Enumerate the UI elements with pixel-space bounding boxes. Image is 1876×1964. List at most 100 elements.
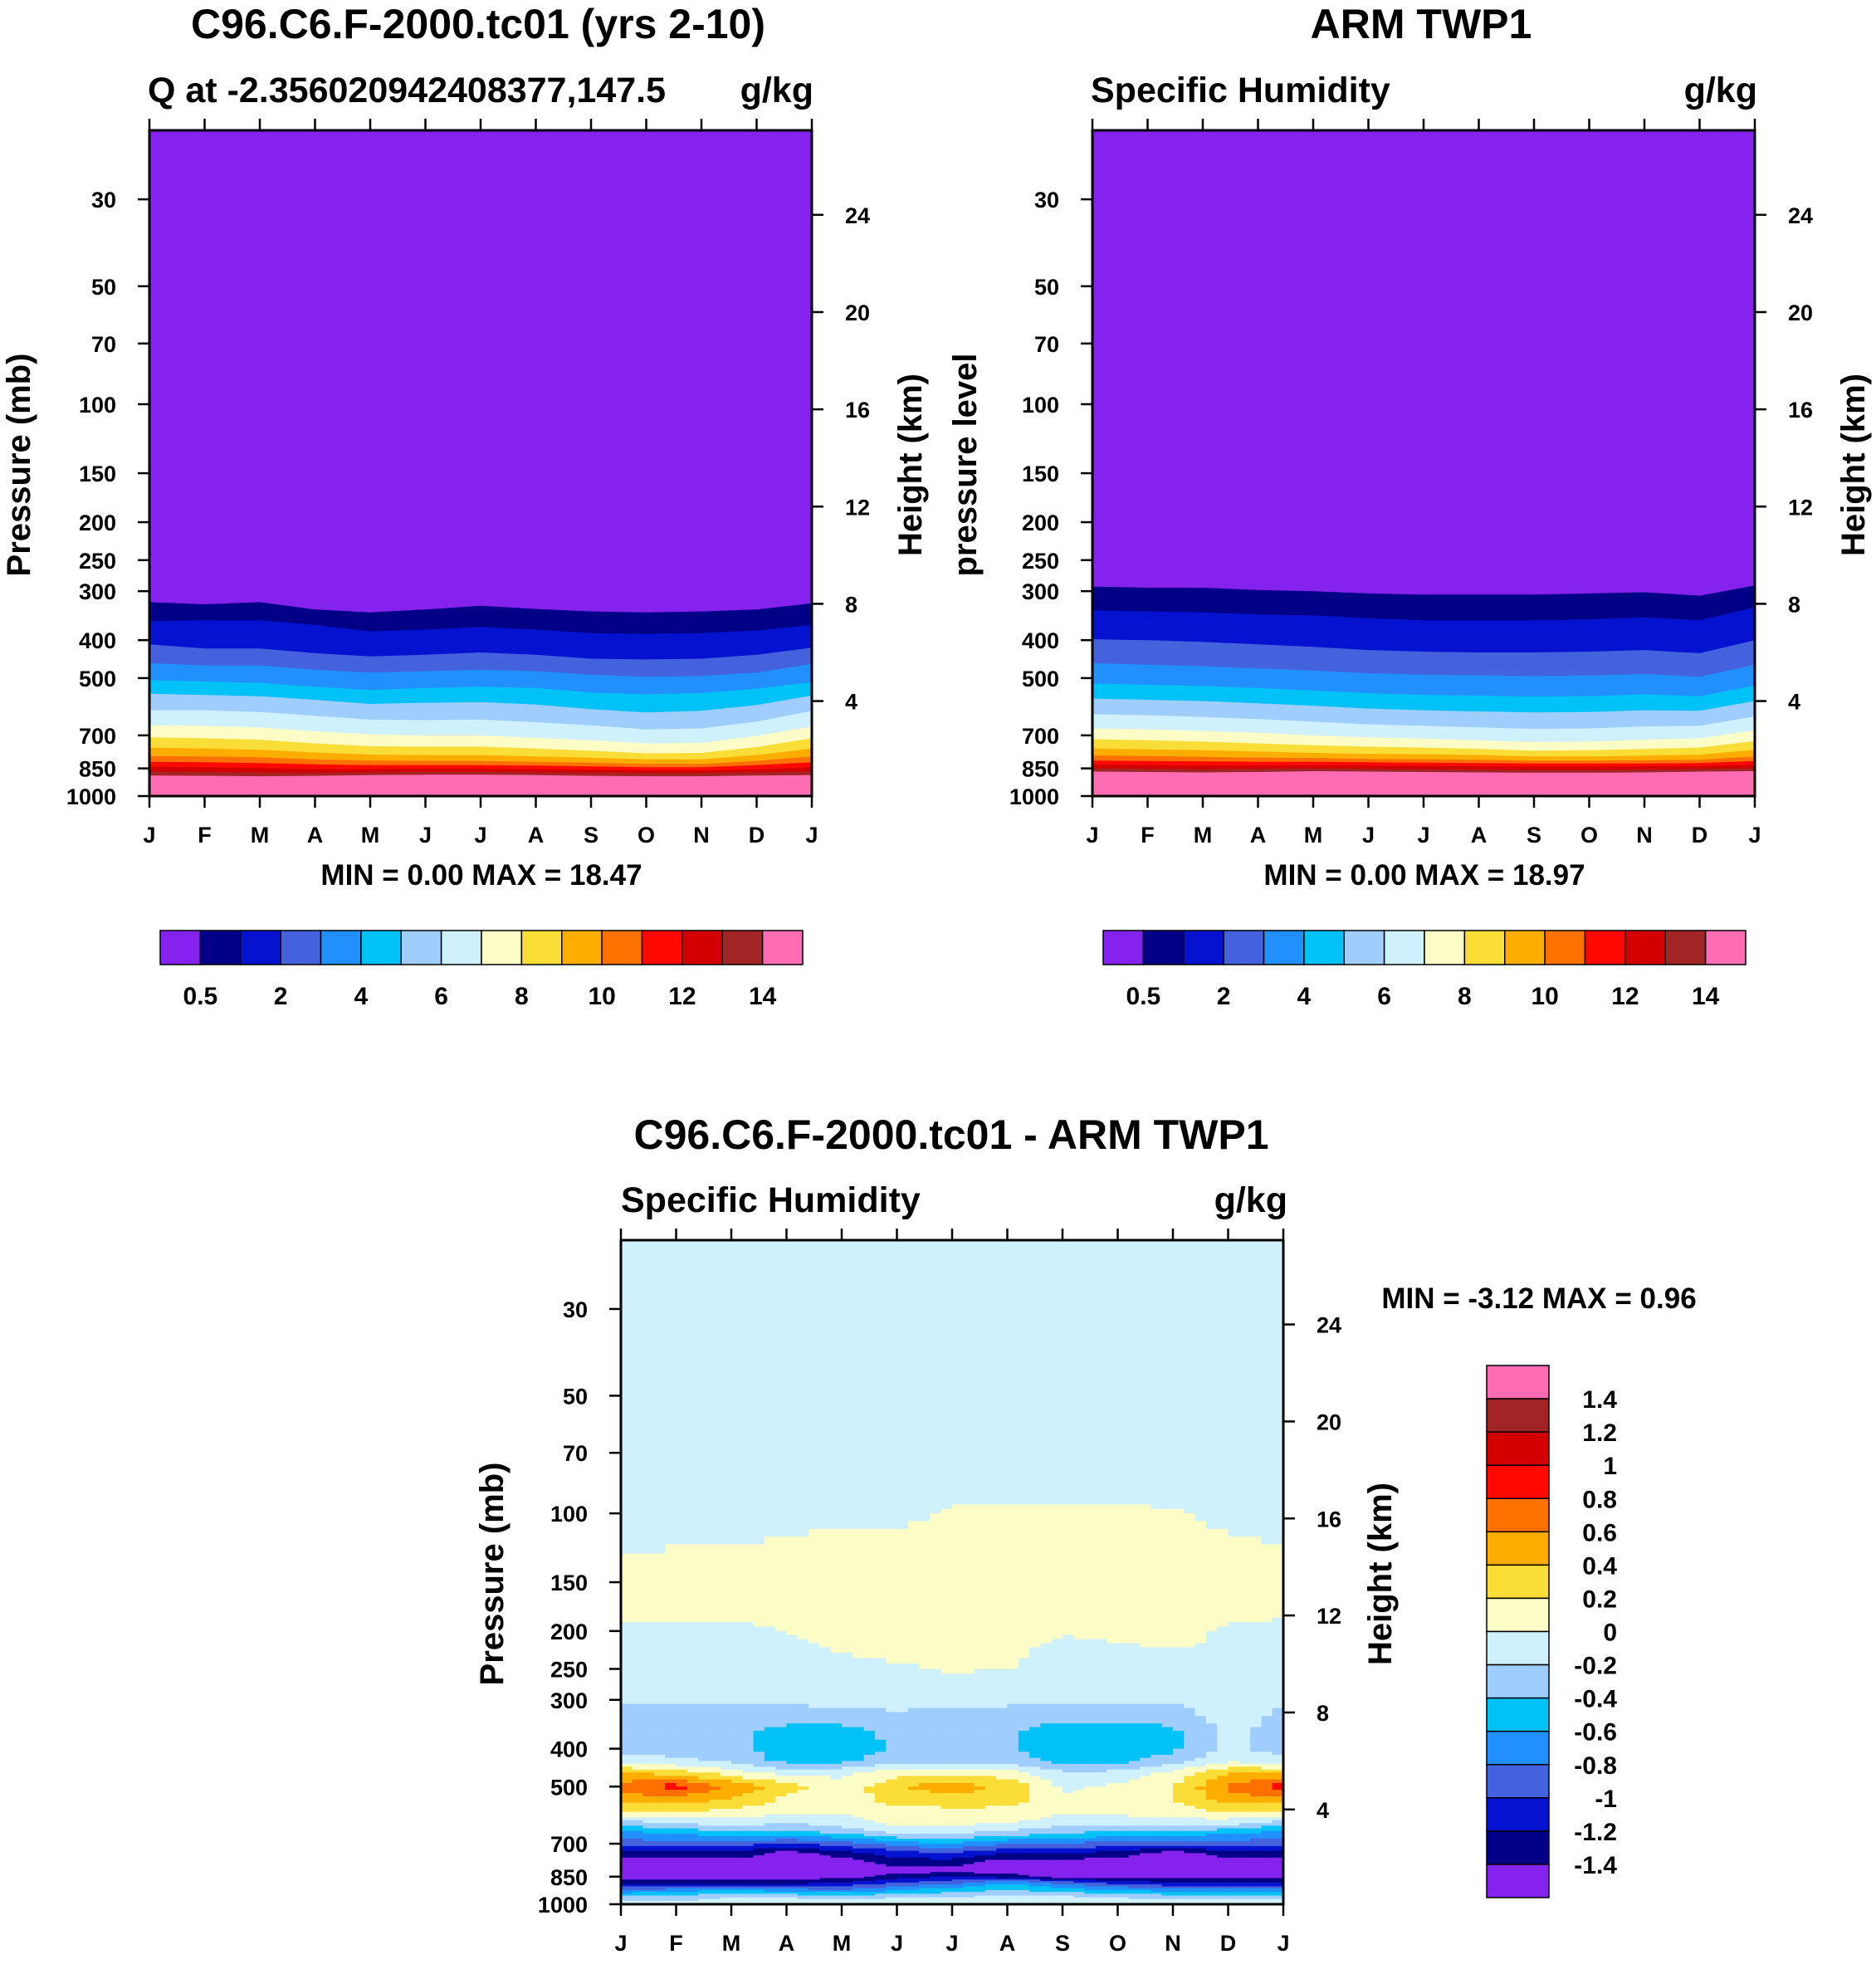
contour-cell: [940, 1776, 953, 1781]
contour-cell: [642, 1626, 655, 1632]
contour-cell: [786, 1697, 799, 1701]
contour-cell: [874, 1274, 887, 1292]
contour-cell: [786, 1590, 799, 1599]
contour-cell: [621, 1688, 633, 1692]
contour-cell: [797, 1776, 809, 1781]
contour-cell: [984, 1658, 997, 1664]
contour-cell: [632, 1528, 644, 1537]
contour-cell: [1018, 1688, 1030, 1692]
contour-cell: [842, 1652, 853, 1659]
contour-cell: [809, 1866, 820, 1869]
contour-cell: [642, 1790, 655, 1794]
contour-cell: [952, 1859, 964, 1863]
contour-cell: [786, 1240, 799, 1258]
contour-cell: [731, 1786, 743, 1791]
contour-cell: [996, 1868, 1009, 1872]
contour-cell: [874, 1855, 887, 1859]
contour-cell: [896, 1776, 909, 1781]
contour-cell: [764, 1473, 776, 1486]
contour-cell: [963, 1850, 975, 1854]
panel-units: g/kg: [1684, 71, 1757, 110]
contour-cell: [642, 1793, 655, 1797]
contour-cell: [742, 1630, 755, 1636]
contour-cell: [742, 1893, 755, 1897]
contour-cell: [996, 1453, 1009, 1464]
contour-cell: [753, 1537, 765, 1545]
contour-cell: [797, 1664, 809, 1670]
contour-cell: [753, 1744, 765, 1750]
contour-cell: [720, 1643, 732, 1648]
contour-cell: [930, 1590, 942, 1599]
contour-cell: [809, 1634, 820, 1640]
contour-cell: [830, 1439, 843, 1453]
contour-cell: [830, 1857, 843, 1861]
contour-cell: [632, 1731, 644, 1737]
contour-cell: [963, 1796, 975, 1800]
contour-cell: [907, 1664, 920, 1670]
contour-cell: [720, 1719, 732, 1724]
contour-cell: [665, 1744, 677, 1750]
contour-cell: [686, 1889, 699, 1893]
contour-cell: [996, 1647, 1009, 1654]
contour-cell: [709, 1800, 721, 1804]
contour-cell: [653, 1528, 666, 1537]
contour-cell: [842, 1853, 853, 1856]
contour-cell: [874, 1805, 887, 1810]
contour-cell: [863, 1668, 876, 1674]
contour-cell: [797, 1879, 809, 1882]
contour-cell: [709, 1802, 721, 1806]
contour-cell: [809, 1763, 820, 1767]
contour-cell: [742, 1868, 755, 1872]
contour-cell: [853, 1786, 865, 1791]
contour-cell: [753, 1374, 765, 1396]
contour-cell: [984, 1395, 997, 1411]
contour-cell: [974, 1857, 986, 1861]
contour-cell: [886, 1605, 898, 1614]
contour-cell: [984, 1605, 997, 1614]
contour-cell: [963, 1790, 975, 1794]
contour-cell: [940, 1848, 953, 1852]
contour-cell: [642, 1708, 655, 1712]
contour-cell: [974, 1699, 986, 1705]
contour-cell: [809, 1395, 820, 1411]
contour-cell: [996, 1897, 1009, 1900]
contour-cell: [653, 1857, 666, 1861]
contour-cell: [720, 1605, 732, 1614]
contour-cell: [984, 1668, 997, 1674]
contour-cell: [874, 1292, 887, 1310]
colorbar-box: [440, 930, 482, 965]
contour-cell: [676, 1744, 688, 1750]
contour-cell: [984, 1776, 997, 1781]
contour-cell: [653, 1793, 666, 1797]
panel-arm-humidity: ARM TWP1 Specific Humidity g/kg pressure…: [947, 1, 1872, 1010]
contour-cell: [809, 1274, 820, 1292]
contour-cell: [919, 1537, 931, 1545]
contour-cell: [653, 1823, 666, 1826]
contour-cell: [632, 1240, 644, 1258]
contour-cell: [621, 1796, 633, 1800]
contour-cell: [632, 1800, 644, 1804]
contour-cell: [863, 1793, 876, 1797]
contour-cell: [853, 1572, 865, 1583]
contour-cell: [940, 1872, 953, 1874]
contour-cell: [1018, 1553, 1030, 1564]
contour-cell: [974, 1597, 986, 1606]
contour-cell: [642, 1719, 655, 1724]
contour-cell: [940, 1796, 953, 1800]
contour-cell: [819, 1888, 832, 1891]
contour-cell: [775, 1652, 788, 1659]
contour-cell: [1007, 1834, 1019, 1837]
contour-cell: [853, 1664, 865, 1670]
contour-cell: [698, 1888, 710, 1891]
contour-cell: [907, 1735, 920, 1741]
contour-cell: [996, 1776, 1009, 1781]
contour-cell: [930, 1769, 942, 1773]
contour-cell: [621, 1878, 633, 1880]
contour-cell: [874, 1790, 887, 1794]
contour-cell: [653, 1779, 666, 1784]
contour-cell: [842, 1521, 853, 1530]
contour-cell: [809, 1683, 820, 1689]
contour-cell: [642, 1484, 655, 1497]
contour-cell: [863, 1617, 876, 1623]
contour-cell: [819, 1895, 832, 1898]
